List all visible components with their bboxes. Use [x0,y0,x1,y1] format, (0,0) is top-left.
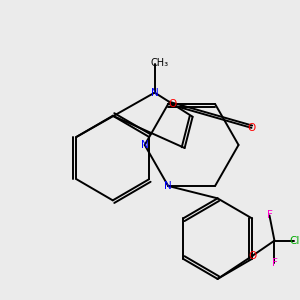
Text: F: F [266,211,272,220]
Text: F: F [272,258,278,268]
Text: O: O [169,99,177,109]
Text: Cl: Cl [289,236,300,246]
Text: O: O [248,123,256,133]
Text: N: N [151,88,159,98]
Text: O: O [248,251,256,261]
Text: CH₃: CH₃ [150,58,168,68]
Text: N: N [141,140,148,150]
Text: N: N [164,181,172,191]
